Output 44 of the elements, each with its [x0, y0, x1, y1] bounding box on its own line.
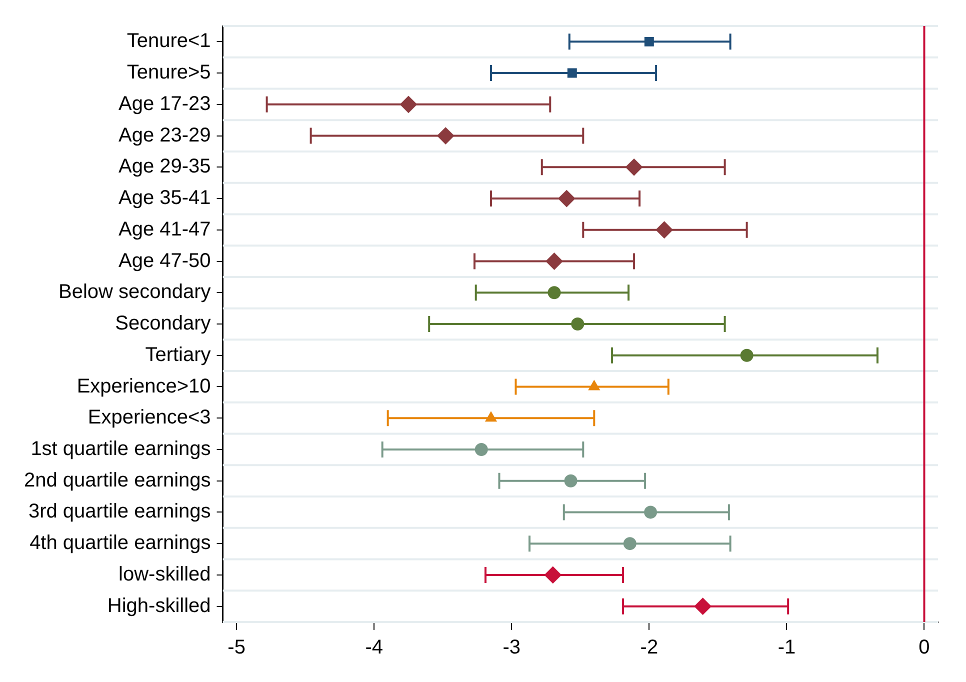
- y-tick-label: Age 47-50: [118, 250, 211, 272]
- x-tick-label: -2: [640, 636, 658, 659]
- y-tick-label: 2nd quartile earnings: [24, 469, 211, 492]
- point: [623, 537, 636, 550]
- y-tick-label: Tertiary: [145, 344, 211, 366]
- x-tick-label: -4: [365, 636, 383, 659]
- point: [546, 252, 563, 270]
- y-tick-label: Below secondary: [58, 281, 211, 304]
- y-tick-label: Age 29-35: [118, 156, 211, 178]
- point: [474, 442, 488, 456]
- point: [567, 68, 577, 78]
- point: [626, 158, 643, 176]
- x-tick-label: 0: [918, 636, 930, 659]
- y-tick-label: low-skilled: [118, 563, 211, 586]
- y-tick-label: 4th quartile earnings: [30, 532, 211, 554]
- y-tick-label: Experience<3: [88, 406, 211, 429]
- point: [740, 348, 754, 362]
- point: [548, 286, 561, 300]
- point: [588, 380, 600, 390]
- point: [558, 190, 576, 208]
- y-tick-label: Age 23-29: [118, 124, 211, 146]
- y-tick-label: Secondary: [115, 312, 211, 335]
- y-tick-label: Age 41-47: [118, 218, 211, 240]
- point: [656, 221, 673, 238]
- point: [485, 412, 497, 422]
- y-tick-label: Tenure<1: [126, 30, 211, 52]
- y-tick-label: 1st quartile earnings: [30, 438, 211, 460]
- point: [544, 566, 562, 584]
- x-tick-label: -5: [228, 636, 246, 659]
- y-tick-label: Age 17-23: [118, 92, 211, 115]
- point: [564, 474, 578, 488]
- x-tick-label: -1: [778, 636, 796, 659]
- y-tick-label: Tenure>5: [126, 62, 211, 84]
- point: [437, 127, 454, 144]
- point: [694, 598, 712, 615]
- point: [571, 318, 584, 330]
- y-tick-label: 3rd quartile earnings: [28, 500, 211, 523]
- y-tick-label: Experience>10: [76, 375, 211, 398]
- point: [644, 36, 654, 46]
- y-tick-label: High-skilled: [107, 594, 211, 617]
- point: [400, 96, 417, 113]
- point: [644, 506, 658, 519]
- y-tick-label: Age 35-41: [118, 187, 211, 210]
- x-tick-label: -3: [502, 636, 521, 659]
